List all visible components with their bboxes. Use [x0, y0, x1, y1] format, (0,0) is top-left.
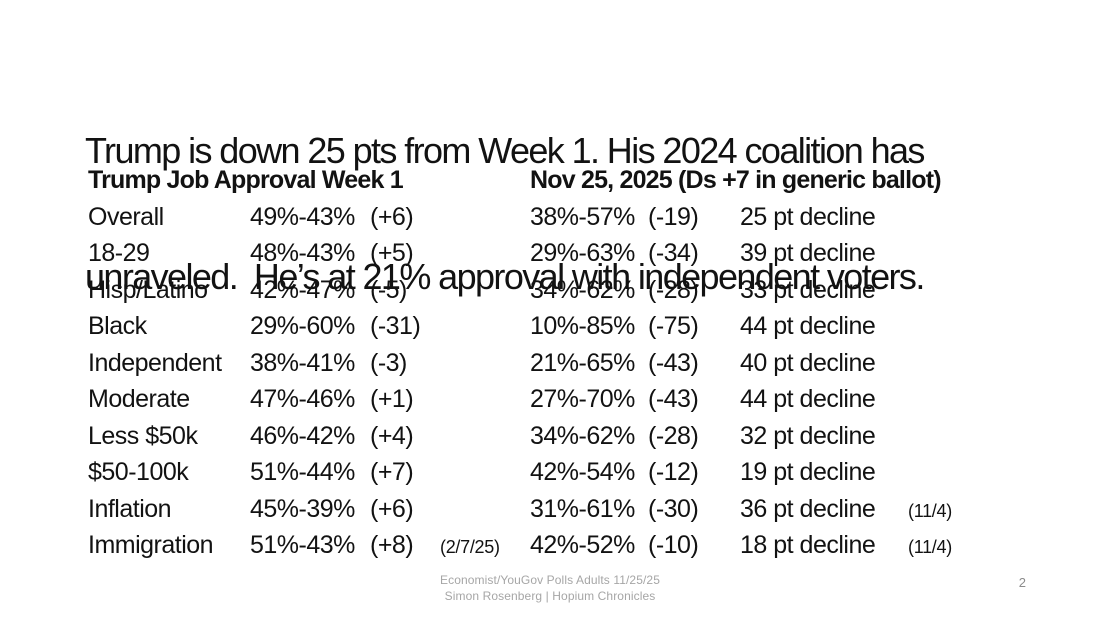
week1-change: (-3)	[370, 348, 407, 377]
nov-approval: 27%-70%	[530, 385, 635, 413]
nov-approval: 34%-62%	[530, 421, 635, 450]
week1-change: (+5)	[370, 239, 414, 267]
nov-approval: 34%-62%	[530, 275, 635, 304]
nov-change: (-12)	[648, 458, 699, 486]
nov-change: (-43)	[648, 348, 699, 377]
week1-change: (-5)	[370, 275, 407, 304]
nov-change: (-30)	[648, 494, 699, 523]
table-row: Inflation 45%-39% (+6) 31%-61% (-30) 36 pt de…	[88, 491, 952, 528]
row-label: $50-100k	[88, 458, 189, 486]
week1-approval: 49%-43%	[250, 202, 355, 231]
table-row: Less $50k 46%-42% (+4) 34%-62% (-28) 32 pt de…	[88, 418, 952, 455]
row-label: 18-29	[88, 239, 150, 267]
week1-change: (+6)	[370, 202, 414, 231]
row-label: Overall	[88, 202, 164, 231]
nov-approval: 29%-63%	[530, 239, 635, 267]
nov-change: (-28)	[648, 421, 699, 450]
row-label: Less $50k	[88, 421, 198, 450]
decline: 32 pt decline	[740, 421, 876, 450]
decline: 19 pt decline	[740, 458, 876, 486]
slide-title: Trump is down 25 pts from Week 1. His 20…	[85, 46, 925, 382]
table-body: Overall 49%-43% (+6) 38%-57% (-19) 25 pt decl…	[88, 199, 952, 564]
title-line-1: Trump is down 25 pts from Week 1. His 20…	[85, 130, 925, 171]
title-line-2: unraveled. He’s at 21% approval with ind…	[85, 256, 925, 297]
week1-approval: 45%-39%	[250, 494, 355, 523]
decline: 18 pt decline	[740, 531, 876, 559]
table-row: 18-29 48%-43% (+5) 29%-63% (-34) 39 pt declin…	[88, 235, 952, 272]
week1-note: (2/7/25)	[440, 537, 500, 557]
nov-change: (-19)	[648, 202, 699, 231]
row-label: Inflation	[88, 494, 172, 523]
nov-approval: 10%-85%	[530, 312, 635, 340]
decline: 39 pt decline	[740, 239, 876, 267]
nov-note: (11/4)	[908, 537, 952, 557]
table-row: Hisp/Latino 42%-47% (-5) 34%-62% (-28) 33 pt …	[88, 272, 952, 309]
week1-approval: 51%-44%	[250, 458, 355, 486]
decline: 36 pt decline	[740, 494, 876, 523]
nov-approval: 38%-57%	[530, 202, 635, 231]
week1-approval: 29%-60%	[250, 312, 355, 340]
nov-change: (-43)	[648, 385, 699, 413]
week1-approval: 46%-42%	[250, 421, 355, 450]
week1-change: (+8)	[370, 531, 414, 559]
nov-change: (-75)	[648, 312, 699, 340]
week1-change: (+6)	[370, 494, 414, 523]
week1-approval: 42%-47%	[250, 275, 355, 304]
week1-change: (+7)	[370, 458, 414, 486]
nov-change: (-10)	[648, 531, 699, 559]
week1-change: (+4)	[370, 421, 414, 450]
table-header-row: Trump Job Approval Week 1 Nov 25, 2025 (…	[88, 162, 952, 199]
nov-approval: 42%-52%	[530, 531, 635, 559]
row-label: Independent	[88, 348, 222, 377]
week1-change: (+1)	[370, 385, 414, 413]
decline: 33 pt decline	[740, 275, 876, 304]
nov-change: (-28)	[648, 275, 699, 304]
row-label: Hisp/Latino	[88, 275, 208, 304]
footer-author-line: Simon Rosenberg | Hopium Chronicles	[444, 589, 656, 603]
table-row: Overall 49%-43% (+6) 38%-57% (-19) 25 pt decl…	[88, 199, 952, 236]
decline: 44 pt decline	[740, 312, 876, 340]
decline: 25 pt decline	[740, 202, 876, 231]
row-label: Black	[88, 312, 147, 340]
table-row: Black 29%-60% (-31) 10%-85% (-75) 44 pt decli…	[88, 308, 952, 345]
week1-column-header: Trump Job Approval Week 1	[88, 166, 404, 194]
week1-approval: 38%-41%	[250, 348, 355, 377]
week1-approval: 51%-43%	[250, 531, 355, 559]
week1-approval: 47%-46%	[250, 385, 355, 413]
footer-source-line: Economist/YouGov Polls Adults 11/25/25	[440, 573, 660, 587]
table-row: Immigration 51%-43% (+8) (2/7/25) 42%-52% (-1…	[88, 527, 952, 564]
nov-note: (11/4)	[908, 500, 952, 521]
page-number: 2	[1018, 575, 1026, 590]
table-row: Independent 38%-41% (-3) 21%-65% (-43) 40 pt …	[88, 345, 952, 382]
decline: 40 pt decline	[740, 348, 876, 377]
nov-approval: 42%-54%	[530, 458, 635, 486]
nov-column-header: Nov 25, 2025 (Ds +7 in generic ballot)	[530, 166, 942, 194]
footer: Economist/YouGov Polls Adults 11/25/25 S…	[0, 572, 1100, 604]
row-label: Immigration	[88, 531, 214, 559]
nov-change: (-34)	[648, 239, 699, 267]
approval-table: Trump Job Approval Week 1 Nov 25, 2025 (…	[88, 162, 952, 564]
table-row: Moderate 47%-46% (+1) 27%-70% (-43) 44 pt dec…	[88, 381, 952, 418]
week1-approval: 48%-43%	[250, 239, 355, 267]
table-row: $50-100k 51%-44% (+7) 42%-54% (-12) 19 pt dec…	[88, 454, 952, 491]
nov-approval: 21%-65%	[530, 348, 635, 377]
decline: 44 pt decline	[740, 385, 876, 413]
nov-approval: 31%-61%	[530, 494, 635, 523]
week1-change: (-31)	[370, 312, 421, 340]
row-label: Moderate	[88, 385, 190, 413]
